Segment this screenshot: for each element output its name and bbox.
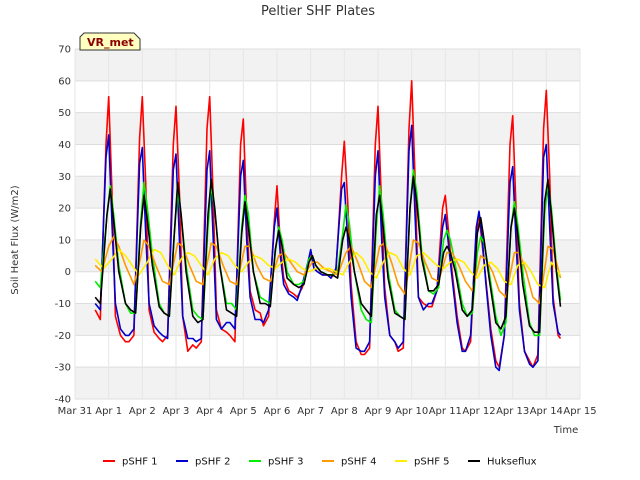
x-tick-label: Apr 4 (196, 406, 223, 417)
y-tick-label: 70 (58, 45, 71, 56)
x-tick-label: Apr 5 (230, 406, 257, 417)
x-tick-label: Apr 8 (331, 406, 358, 417)
x-tick-label: Apr 1 (95, 406, 122, 417)
tick-layer: -40 -30 -20 -10 0 10 20 30 40 50 60 70 Mar 31 Apr 1 Ap… (55, 45, 597, 418)
y-tick-label: 30 (58, 172, 71, 183)
y-axis-label: Soil Heat Flux (W/m2) (10, 185, 21, 294)
legend-label: pSHF 1 (122, 457, 158, 468)
x-tick-label: Apr 3 (163, 406, 190, 417)
x-tick-label: Apr 10 (395, 406, 428, 417)
series-line-pshf-5 (94, 248, 562, 289)
x-tick-label: Apr 11 (429, 406, 462, 417)
y-tick-label: 40 (58, 140, 71, 151)
legend-label: pSHF 5 (414, 457, 450, 468)
site-badge-shape (79, 32, 141, 51)
x-tick-label: Apr 2 (129, 406, 156, 417)
legend-label: Hukseflux (487, 457, 537, 468)
grid-band (75, 49, 580, 81)
x-axis-label: Time (553, 425, 578, 436)
x-tick-label: Apr 13 (496, 406, 529, 417)
legend-item-pshf-5: pSHF 5 (395, 457, 450, 468)
site-badge-label: VR_met (87, 36, 134, 49)
legend-item-pshf-1: pSHF 1 (103, 457, 158, 468)
y-tick-label: 0 (65, 267, 71, 278)
chart-title: Peltier SHF Plates (261, 4, 375, 19)
legend-item-pshf-2: pSHF 2 (176, 457, 231, 468)
series-layer (94, 80, 562, 372)
y-tick-label: -30 (55, 363, 71, 374)
y-tick-label: -10 (55, 299, 71, 310)
y-tick-label: 20 (58, 204, 71, 215)
x-tick-label: Apr 14 (530, 406, 563, 417)
legend-item-pshf-3: pSHF 3 (249, 457, 304, 468)
series-line-pshf-2 (94, 124, 562, 372)
legend-label: pSHF 4 (341, 457, 377, 468)
x-tick-label: Apr 9 (365, 406, 392, 417)
legend-item-hukseflux: Hukseflux (468, 457, 537, 468)
plot-background (75, 49, 580, 399)
y-tick-label: -40 (55, 395, 71, 406)
legend: pSHF 1 pSHF 2 pSHF 3 pSHF 4 pSHF 5 Hukseflux (103, 457, 537, 468)
x-tick-label: Apr 7 (297, 406, 324, 417)
grid-band (75, 367, 580, 399)
y-tick-label: 10 (58, 235, 71, 246)
y-tick-label: 50 (58, 108, 71, 119)
site-badge: VR_met (79, 32, 141, 51)
x-tick-label: Apr 12 (462, 406, 495, 417)
y-tick-label: -20 (55, 331, 71, 342)
x-tick-label: Mar 31 (58, 406, 93, 417)
legend-label: pSHF 2 (195, 457, 231, 468)
legend-item-pshf-4: pSHF 4 (322, 457, 377, 468)
grid-band (75, 176, 580, 209)
grid-band (75, 112, 580, 145)
y-tick-label: 60 (58, 76, 71, 87)
x-tick-label: Apr 15 (563, 406, 596, 417)
plot-area (74, 48, 581, 400)
legend-label: pSHF 3 (268, 457, 304, 468)
series-line-hukseflux (94, 175, 562, 333)
x-tick-label: Apr 6 (264, 406, 291, 417)
